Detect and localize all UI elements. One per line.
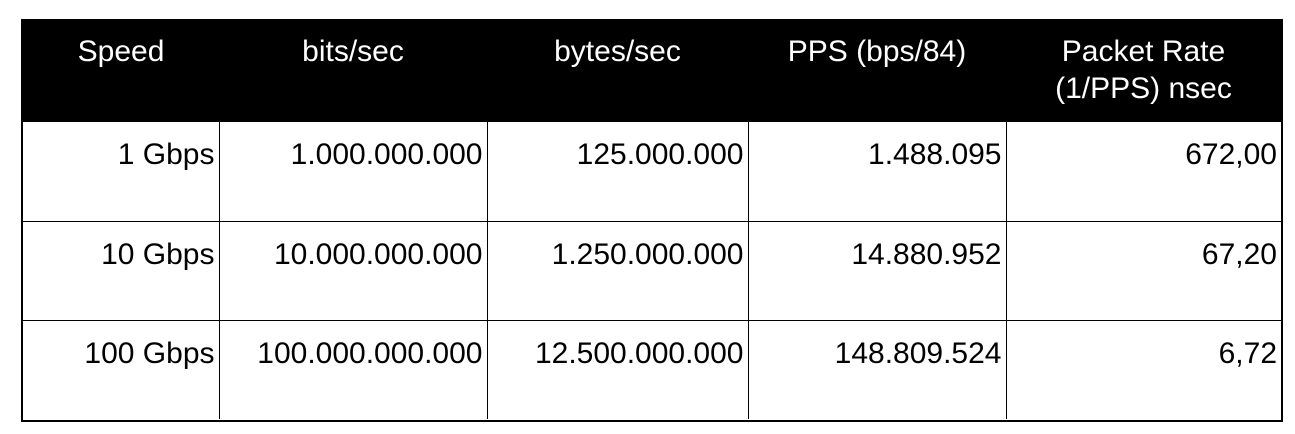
header-packet-rate: Packet Rate (1/PPS) nsec — [1006, 21, 1281, 122]
table-row: 10 Gbps 10.000.000.000 1.250.000.000 14.… — [23, 220, 1281, 320]
cell-speed: 1 Gbps — [117, 138, 215, 171]
speed-table-frame: Speed bits/sec bytes/sec PPS (bps/84) Pa… — [21, 19, 1283, 422]
speed-table: Speed bits/sec bytes/sec PPS (bps/84) Pa… — [23, 21, 1281, 419]
table-row: 100 Gbps 100.000.000.000 12.500.000.000 … — [23, 319, 1281, 419]
cell-bits-per-sec: 100.000.000.000 — [218, 319, 487, 419]
cell-speed: 10 Gbps — [23, 220, 219, 320]
cell-speed: 100 Gbps — [23, 319, 219, 419]
table-header: Speed bits/sec bytes/sec PPS (bps/84) Pa… — [23, 21, 1281, 122]
cell-bits-per-sec-text: 100.000.000.000 — [257, 336, 483, 370]
table-row: 1 Gbps 1.000.000.000 125.000.000 1.488.0… — [23, 122, 1281, 221]
header-bits-per-sec: bits/sec — [219, 21, 487, 122]
cell-bytes-per-sec: 12.500.000.000 — [486, 319, 748, 419]
cell-pps: 1.488.095 — [747, 122, 1006, 221]
cell-packet-rate: 672,00 — [1005, 122, 1281, 221]
cell-bytes-per-sec: 1.250.000.000 — [486, 220, 748, 320]
cell-bytes-per-sec: 125.000.000 — [486, 122, 748, 221]
cell-bits-per-sec: 10.000.000.000 — [218, 220, 487, 320]
cell-packet-rate: 6,72 — [1005, 319, 1281, 419]
header-speed: Speed — [23, 21, 219, 122]
cell-bits-per-sec: 1.000.000.000 — [218, 122, 487, 221]
cell-pps: 148.809.524 — [747, 319, 1006, 419]
header-row: Speed bits/sec bytes/sec PPS (bps/84) Pa… — [23, 21, 1281, 122]
cell-pps: 14.880.952 — [747, 220, 1006, 320]
header-bytes-per-sec: bytes/sec — [487, 21, 748, 122]
header-pps: PPS (bps/84) — [748, 21, 1006, 122]
cell-packet-rate: 67,20 — [1005, 220, 1281, 320]
table-body: 1 Gbps 1.000.000.000 125.000.000 1.488.0… — [23, 122, 1281, 419]
